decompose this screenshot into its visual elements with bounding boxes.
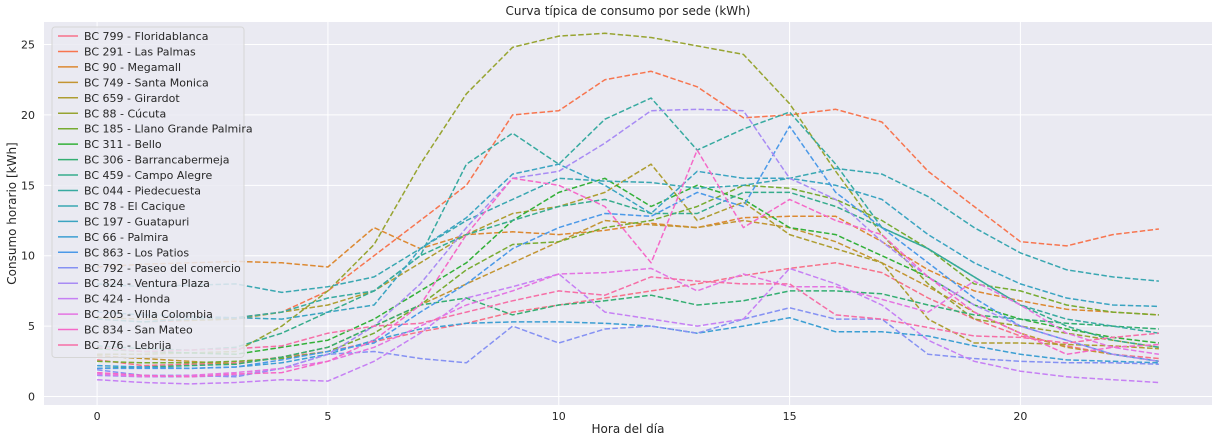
x-tick-label: 0 (94, 410, 101, 423)
legend-entry-label: BC 197 - Guatapuri (84, 215, 189, 228)
legend-box (51, 26, 245, 358)
y-tick-label: 25 (21, 39, 35, 52)
series-line (97, 32, 1160, 356)
x-tick-label: 10 (552, 410, 566, 423)
legend-entry-label: BC 792 - Paseo del comercio (84, 262, 241, 275)
y-axis-ticks: 0 5 10 15 20 25 (21, 39, 35, 404)
series-lines (97, 32, 1160, 385)
legend-entry-label: BC 863 - Los Patios (84, 246, 189, 259)
series-line (97, 215, 1159, 316)
legend-entry-label: BC 824 - Ventura Plaza (84, 277, 210, 290)
series-line (97, 163, 1159, 320)
series-line (97, 267, 1160, 378)
legend-entry-label: BC 306 - Barrancabermeja (84, 154, 230, 167)
x-tick-label: 5 (324, 410, 331, 423)
y-tick-label: 15 (21, 179, 35, 192)
legend-entry-label: BC 424 - Honda (84, 293, 170, 306)
legend-entry-label: BC 776 - Lebrija (84, 339, 172, 352)
series-line (97, 276, 1159, 353)
series-line (97, 177, 1159, 356)
legend-entry-label: BC 90 - Megamall (84, 61, 181, 74)
chart-title: Curva típica de consumo por sede (kWh) (506, 4, 751, 18)
legend: BC 799 - Floridablanca BC 291 - Las Palma… (51, 26, 253, 358)
legend-entry-label: BC 459 - Campo Alegre (84, 169, 212, 182)
legend-entry-label: BC 205 - Villa Colombia (84, 308, 213, 321)
y-axis-label: Consumo horario [kWh] (5, 142, 19, 284)
legend-entry-label: BC 78 - El Cacique (84, 200, 185, 213)
series-line (97, 167, 1159, 294)
legend-entry-label: BC 749 - Santa Monica (84, 76, 209, 89)
y-tick-label: 20 (21, 109, 35, 122)
legend-entry-label: BC 044 - Piedecuesta (84, 185, 201, 198)
legend-entry-label: BC 799 - Floridablanca (84, 30, 208, 43)
legend-entry-label: BC 185 - Llano Grande Palmira (84, 123, 253, 136)
x-tick-label: 15 (783, 410, 797, 423)
series-line (97, 267, 1159, 385)
series-line (97, 149, 1159, 378)
y-tick-label: 5 (28, 320, 35, 333)
x-axis-ticks: 0 5 10 15 20 (94, 410, 1028, 423)
legend-entry-label: BC 834 - San Mateo (84, 324, 193, 337)
x-axis-label: Hora del día (592, 422, 665, 436)
legend-entry-label: BC 659 - Girardot (84, 92, 180, 105)
y-tick-label: 10 (21, 250, 35, 263)
series-line (97, 125, 1160, 370)
y-tick-label: 0 (28, 391, 35, 404)
legend-entry-label: BC 88 - Cúcuta (84, 107, 166, 120)
legend-entry-label: BC 311 - Bello (84, 138, 162, 151)
legend-entry-label: BC 66 - Palmira (84, 231, 168, 244)
legend-entry-label: BC 291 - Las Palmas (84, 45, 196, 58)
series-line (97, 97, 1160, 334)
x-tick-label: 20 (1013, 410, 1027, 423)
series-line (97, 316, 1159, 370)
